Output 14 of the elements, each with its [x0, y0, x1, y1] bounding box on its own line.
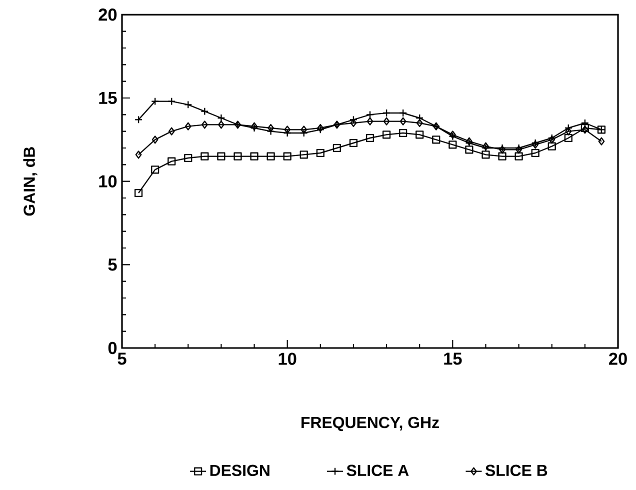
legend-label: SLICE A [346, 464, 409, 476]
y-tick-label: 0 [108, 342, 117, 354]
y-tick-label: 15 [99, 92, 117, 104]
x-tick-label: 10 [278, 352, 296, 365]
x-tick-label: 15 [444, 352, 462, 365]
legend-label: SLICE B [485, 464, 548, 476]
y-tick-label: 20 [98, 8, 117, 21]
x-tick-label: 20 [609, 352, 627, 365]
y-tick-label: 5 [108, 258, 117, 271]
legend-label: DESIGN [210, 464, 270, 476]
x-tick-label: 5 [118, 352, 126, 365]
x-axis-title: FREQUENCY, GHz [302, 416, 439, 432]
y-axis-title: GAIN, dB [23, 147, 38, 216]
y-tick-label: 10 [99, 175, 117, 188]
